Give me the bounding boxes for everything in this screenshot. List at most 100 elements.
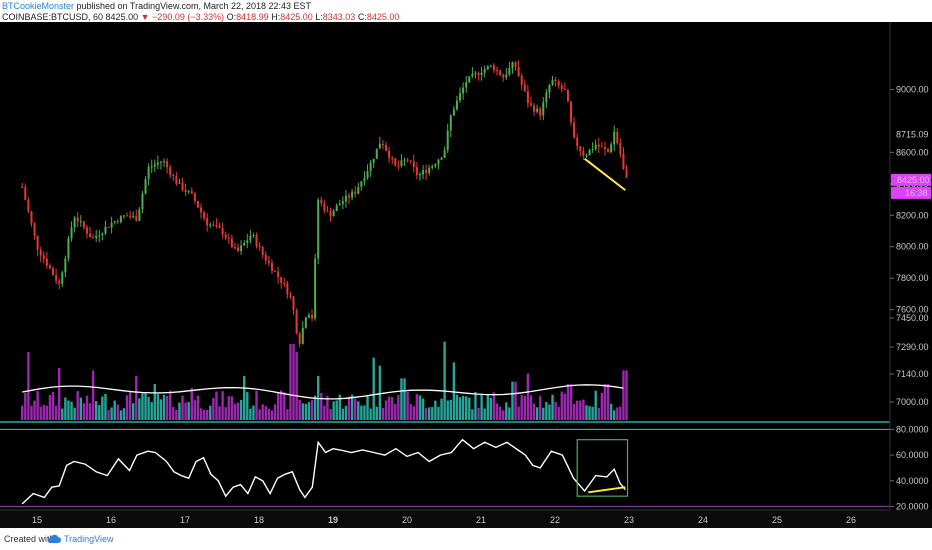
candle-body	[191, 191, 193, 193]
volume-bar	[385, 401, 387, 420]
volume-bar	[114, 401, 116, 420]
candle-body	[154, 165, 156, 167]
volume-bar	[135, 376, 137, 420]
rsi-tick-label: 40.0000	[896, 476, 929, 486]
volume-bar	[320, 393, 322, 420]
candle-body	[228, 238, 230, 239]
candle-body	[416, 167, 418, 175]
candle-body	[576, 138, 578, 147]
candle-body	[135, 216, 137, 221]
volume-bar	[400, 378, 402, 420]
volume-bar	[271, 410, 273, 420]
volume-bar	[434, 401, 436, 420]
candle-body	[120, 216, 122, 222]
candle-body	[178, 183, 180, 184]
candle-body	[132, 216, 134, 217]
volume-bar	[49, 395, 51, 420]
volume-bar	[249, 409, 251, 420]
candle-body	[619, 143, 621, 154]
volume-bar	[52, 392, 54, 420]
volume-bar	[604, 384, 606, 420]
volume-bar	[160, 399, 162, 420]
candle-body	[552, 80, 554, 85]
candle-body	[311, 315, 313, 318]
candle-body	[527, 91, 529, 103]
candle-body	[89, 234, 91, 238]
candle-body	[138, 209, 140, 221]
volume-bar	[58, 368, 60, 420]
volume-bar	[221, 391, 223, 420]
candle-body	[166, 161, 168, 167]
volume-bar	[471, 409, 473, 420]
price-chart[interactable]: 9000.008600.008400.008200.008000.007800.…	[0, 22, 932, 528]
candle-body	[55, 275, 57, 281]
candle-body	[453, 109, 455, 115]
candle-body	[379, 144, 381, 149]
volume-bar	[508, 407, 510, 420]
volume-bar	[539, 396, 541, 420]
rsi-tick-label: 80.0000	[896, 424, 929, 434]
candle-body	[293, 297, 295, 310]
candle-body	[579, 146, 581, 150]
volume-bar	[234, 404, 236, 420]
candle-body	[518, 67, 520, 76]
candle-body	[92, 237, 94, 238]
candle-body	[320, 200, 322, 203]
volume-bar	[505, 402, 507, 420]
volume-bar	[391, 397, 393, 420]
volume-bar	[468, 398, 470, 420]
candle-body	[219, 226, 221, 228]
volume-bar	[311, 400, 313, 420]
candle-body	[246, 240, 248, 242]
candle-body	[481, 73, 483, 75]
candle-body	[86, 228, 88, 234]
candle-body	[567, 90, 569, 101]
volume-bar	[357, 401, 359, 420]
candle-body	[530, 103, 532, 105]
volume-bar	[554, 402, 556, 420]
candle-body	[363, 178, 365, 181]
candle-body	[382, 144, 384, 145]
candle-body	[252, 235, 254, 236]
candle-body	[160, 162, 162, 163]
tradingview-link[interactable]: TradingView	[64, 534, 114, 544]
candle-body	[61, 272, 63, 283]
price-tick-label: 7140.00	[896, 369, 929, 379]
candle-body	[157, 163, 159, 165]
volume-bar	[447, 400, 449, 420]
volume-bar	[360, 406, 362, 420]
candle-body	[74, 218, 76, 228]
price-tick-label: 9000.00	[896, 84, 929, 94]
volume-bar	[465, 396, 467, 420]
candle-body	[323, 203, 325, 211]
candle-body	[80, 221, 82, 222]
candle-body	[422, 170, 424, 174]
candle-body	[456, 100, 458, 109]
volume-bar	[299, 400, 301, 420]
volume-bar	[132, 403, 134, 420]
candle-body	[305, 318, 307, 328]
author-link[interactable]: BTCookieMonster	[2, 1, 74, 11]
candle-body	[425, 170, 427, 173]
volume-bar	[490, 398, 492, 420]
candle-body	[592, 149, 594, 150]
volume-bar	[126, 395, 128, 420]
time-tick-label: 24	[698, 515, 708, 525]
volume-bar	[533, 404, 535, 420]
low-label: L:	[315, 12, 323, 22]
candle-body	[280, 277, 282, 283]
volume-bar	[30, 406, 32, 420]
price-tick-label: 8000.00	[896, 242, 929, 252]
volume-bar	[43, 405, 45, 420]
volume-bar	[376, 407, 378, 420]
candle-body	[64, 258, 66, 272]
volume-bar	[144, 392, 146, 420]
volume-bar	[419, 395, 421, 420]
volume-bar	[24, 393, 26, 420]
candle-body	[98, 235, 100, 236]
volume-bar	[141, 392, 143, 420]
volume-bar	[283, 392, 285, 420]
chart-background	[0, 22, 932, 528]
candle-body	[400, 160, 402, 166]
volume-bar	[206, 410, 208, 420]
